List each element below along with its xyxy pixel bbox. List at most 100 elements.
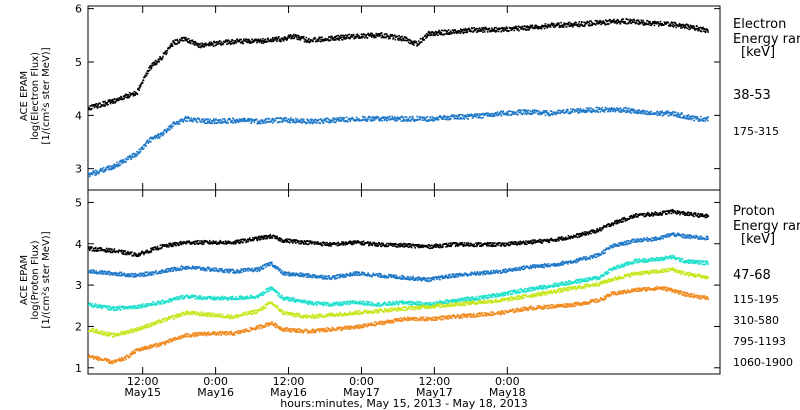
electron-data-point <box>191 39 194 42</box>
electron-legend-title-line-1: Electron <box>733 17 786 32</box>
electron-data-point <box>625 111 628 113</box>
electron-data-point <box>247 119 249 121</box>
electron-data-point <box>655 112 658 115</box>
electron-data-point <box>272 36 274 39</box>
electron-data-point <box>215 118 217 120</box>
proton-data-point <box>266 236 268 238</box>
electron-data-point <box>147 70 150 72</box>
electron-data-point <box>517 28 519 30</box>
proton-data-point <box>214 242 217 244</box>
proton-data-point <box>280 271 283 274</box>
proton-data-point <box>538 240 540 243</box>
proton-data-point <box>624 218 626 220</box>
proton-data-point <box>622 220 624 223</box>
electron-data-point <box>437 118 440 121</box>
proton-data-point <box>659 213 661 215</box>
electron-data-point <box>667 114 670 117</box>
proton-data-point <box>117 250 119 253</box>
electron-data-point <box>669 112 672 115</box>
electron-data-point <box>272 40 275 43</box>
proton-data-point <box>337 241 340 244</box>
proton-data-point <box>375 242 377 245</box>
proton-data-point <box>425 246 428 248</box>
electron-data-point <box>680 24 683 26</box>
proton-data-point <box>528 240 530 243</box>
proton-data-point <box>104 249 107 251</box>
proton-data-point <box>534 239 536 241</box>
electron-data-point <box>318 38 321 40</box>
proton-data-point <box>632 215 634 218</box>
electron-data-point <box>578 109 581 112</box>
proton-data-point <box>134 254 137 257</box>
electron-data-point <box>422 36 424 39</box>
proton-data-point <box>609 225 611 228</box>
electron-data-point <box>607 110 610 112</box>
electron-data-point <box>101 168 103 170</box>
electron-data-point <box>669 25 672 27</box>
proton-data-point <box>676 213 678 215</box>
proton-data-point <box>582 233 584 236</box>
electron-data-point <box>392 37 395 39</box>
proton-data-point <box>98 249 100 252</box>
proton-data-point <box>369 241 372 244</box>
electron-data-point <box>584 24 586 26</box>
proton-data-point <box>195 241 197 243</box>
proton-data-point <box>476 242 479 244</box>
electron-data-point <box>219 119 222 121</box>
proton-data-point <box>273 235 276 237</box>
proton-data-point <box>496 242 499 245</box>
electron-data-point <box>540 26 542 28</box>
electron-data-point <box>155 61 158 63</box>
electron-data-point <box>301 122 304 124</box>
electron-data-point <box>289 35 291 37</box>
electron-data-point <box>490 113 493 115</box>
proton-data-point <box>315 241 317 244</box>
electron-data-point <box>656 23 658 25</box>
proton-data-point <box>349 275 351 277</box>
proton-data-point <box>541 242 544 244</box>
electron-data-point <box>434 118 437 121</box>
proton-data-point <box>145 250 147 252</box>
electron-data-point <box>641 112 643 114</box>
electron-data-point <box>626 109 628 111</box>
proton-data-point <box>167 244 169 247</box>
electron-data-point <box>371 32 373 35</box>
electron-data-point <box>292 37 294 40</box>
electron-data-point <box>697 28 699 30</box>
proton-data-point <box>257 236 259 239</box>
proton-data-point <box>297 273 299 275</box>
electron-data-point <box>641 21 643 24</box>
electron-data-point <box>164 52 166 54</box>
electron-data-point <box>126 158 128 161</box>
proton-data-point <box>582 231 584 234</box>
electron-data-point <box>205 122 207 124</box>
electron-data-point <box>366 37 369 39</box>
proton-data-point <box>268 236 270 238</box>
electron-data-point <box>358 34 360 37</box>
electron-data-point <box>545 110 548 112</box>
proton-data-point <box>438 246 441 249</box>
electron-data-point <box>520 110 522 112</box>
electron-data-point <box>581 110 583 112</box>
electron-data-point <box>666 111 669 114</box>
proton-data-point <box>266 264 269 267</box>
electron-data-point <box>127 156 129 158</box>
electron-data-point <box>258 120 261 122</box>
electron-data-point <box>543 25 545 27</box>
electron-data-point <box>443 33 446 36</box>
electron-data-point <box>201 42 203 45</box>
proton-data-point <box>160 269 163 271</box>
proton-data-point <box>161 269 164 271</box>
electron-data-point <box>568 21 571 24</box>
proton-data-point <box>264 237 266 240</box>
proton-data-point <box>278 239 280 242</box>
electron-data-point <box>544 23 547 25</box>
electron-data-point <box>654 22 657 25</box>
proton-data-point <box>609 223 612 226</box>
proton-data-point <box>307 273 309 275</box>
proton-data-point <box>368 242 370 245</box>
proton-data-point <box>295 273 297 275</box>
electron-data-point <box>157 134 160 137</box>
electron-data-point <box>462 31 464 33</box>
